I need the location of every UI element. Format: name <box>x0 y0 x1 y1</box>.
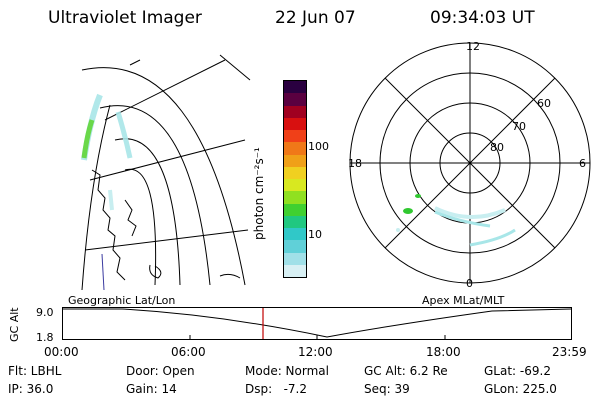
longitude-line <box>219 54 251 81</box>
meridian-line <box>101 253 105 290</box>
altitude-timeline-plot <box>62 307 572 340</box>
timeline-ytick-bottom: 1.8 <box>36 331 54 344</box>
colorbar-swatch <box>284 130 306 143</box>
altitude-curve <box>63 308 572 338</box>
timeline-y-label: GC Alt <box>8 307 21 342</box>
ip-info: IP: 36.0 <box>8 382 54 396</box>
mlt-label-18: 18 <box>348 157 362 170</box>
latitude-arc <box>99 105 211 286</box>
latitude-arc <box>124 168 157 286</box>
colorbar-swatch <box>284 215 306 228</box>
colorbar-swatch <box>284 93 306 106</box>
dsp-info: Dsp: -7.2 <box>245 382 308 396</box>
colorbar-swatch <box>284 228 306 241</box>
date-label: 22 Jun 07 <box>275 8 356 28</box>
colorbar-swatch <box>284 81 306 94</box>
bright-spot <box>415 194 421 198</box>
colorbar-swatch <box>284 179 306 192</box>
coastline <box>219 273 241 279</box>
timeline-right-label: Apex MLat/MLT <box>422 294 505 307</box>
timeline-ytick-top: 9.0 <box>36 306 54 319</box>
colorbar-swatch <box>284 203 306 216</box>
latitude-arc <box>114 138 181 286</box>
timeline-xtick-0: 00:00 <box>44 345 79 359</box>
glat-info: GLat: -69.2 <box>484 364 551 378</box>
colorbar-swatch <box>284 191 306 204</box>
bright-spot <box>403 208 413 214</box>
colorbar-label: photon cm⁻²s⁻¹ <box>252 147 266 240</box>
timeline-xtick-4: 23:59 <box>552 345 587 359</box>
gain-info: Gain: 14 <box>126 382 177 396</box>
seq-info: Seq: 39 <box>364 382 410 396</box>
timeline-left-label: Geographic Lat/Lon <box>68 294 176 307</box>
colorbar-swatch <box>284 264 306 277</box>
auroral-arc <box>108 189 114 211</box>
coastline <box>91 169 126 281</box>
longitude-line <box>89 139 246 181</box>
colorbar-swatch <box>284 166 306 179</box>
bright-auroral-arc <box>81 119 95 159</box>
limb-curve <box>81 104 111 290</box>
mlat-label-80: 80 <box>490 141 504 154</box>
auroral-oval <box>434 210 491 228</box>
auroral-emission <box>81 93 133 211</box>
mode-info: Mode: Normal <box>245 364 329 378</box>
gc-alt-info: GC Alt: 6.2 Re <box>364 364 448 378</box>
colorbar-swatch <box>284 142 306 155</box>
auroral-oval <box>434 206 506 220</box>
door-info: Door: Open <box>126 364 195 378</box>
colorbar-tick-100: 100 <box>308 140 329 153</box>
longitude-line <box>104 59 226 121</box>
auroral-arc <box>115 111 133 159</box>
polar-mlat-mlt-plot <box>349 42 591 284</box>
filter-info: Flt: LBHL <box>8 364 62 378</box>
mlat-label-60: 60 <box>537 97 551 110</box>
mlt-label-0: 0 <box>466 277 473 290</box>
mlat-label-70: 70 <box>512 120 526 133</box>
time-label: 09:34:03 UT <box>430 8 535 28</box>
colorbar-swatch <box>284 105 306 118</box>
mlt-label-6: 6 <box>579 157 586 170</box>
polar-auroral-emission <box>396 194 516 247</box>
faint-spot <box>396 228 400 232</box>
longitude-line <box>84 229 249 251</box>
colorbar-swatch <box>284 154 306 167</box>
instrument-title: Ultraviolet Imager <box>48 8 202 28</box>
colorbar-swatch <box>284 252 306 265</box>
colorbar-tick-10: 10 <box>308 228 322 241</box>
colorbar-swatch <box>284 117 306 130</box>
glon-info: GLon: 225.0 <box>484 382 557 396</box>
mlt-label-12: 12 <box>466 40 480 53</box>
diagonal-grid <box>384 77 556 249</box>
colorbar-swatch <box>284 240 306 253</box>
timeline-xtick-1: 06:00 <box>171 345 206 359</box>
timeline-xtick-2: 12:00 <box>298 345 333 359</box>
coastline <box>124 199 137 237</box>
auroral-oval <box>469 228 516 247</box>
coastline <box>149 264 162 279</box>
longitude-line <box>129 59 141 66</box>
geographic-map-plot <box>81 54 251 290</box>
colorbar <box>283 80 307 278</box>
latitude-arc <box>81 67 246 286</box>
timeline-xtick-3: 18:00 <box>426 345 461 359</box>
